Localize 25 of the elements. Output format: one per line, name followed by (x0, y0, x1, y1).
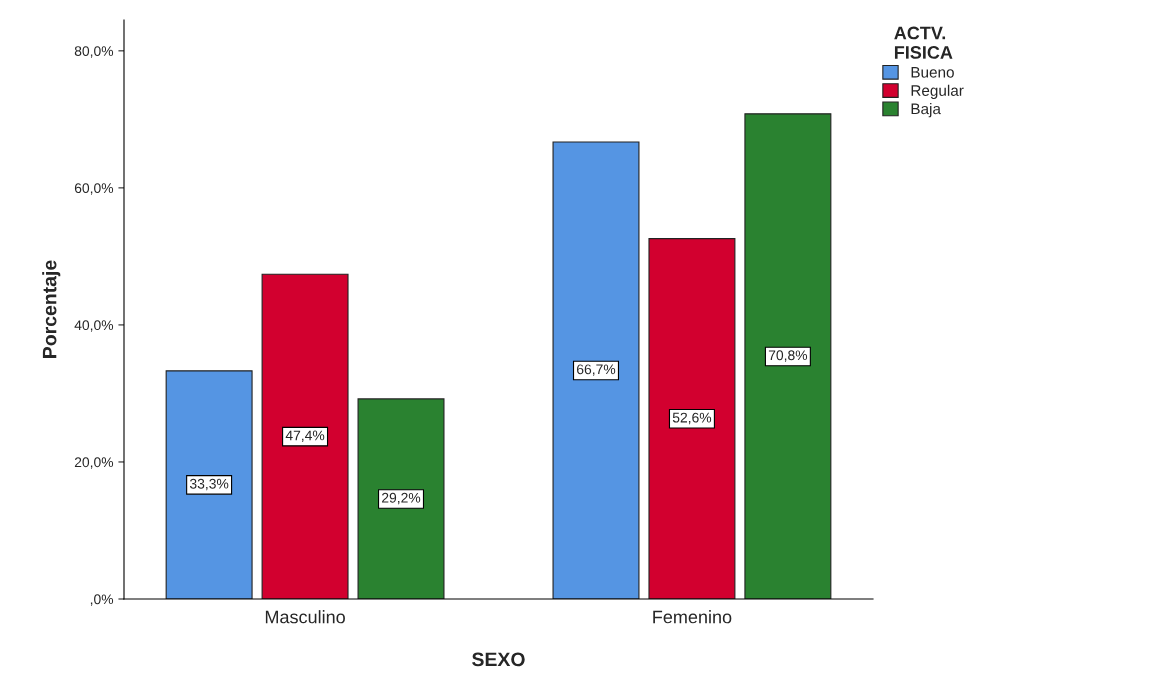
legend-label: Baja (911, 103, 941, 118)
y-tick-label: 80,0% (74, 46, 114, 58)
legend-label: Regular (911, 84, 964, 99)
data-label: 52,6% (672, 412, 712, 425)
bar (165, 370, 253, 599)
bar (261, 273, 349, 599)
x-tick-label: Masculino (265, 610, 345, 624)
data-label: 29,2% (382, 492, 421, 505)
bar (552, 141, 640, 599)
x-tick-label: Femenino (653, 610, 732, 624)
y-tick-label: 60,0% (74, 183, 114, 195)
bar (744, 113, 832, 599)
y-tick-label: 40,0% (74, 320, 114, 332)
data-label: 47,4% (285, 430, 325, 442)
y-tick-label: 20,0% (74, 457, 114, 469)
bar (357, 398, 445, 599)
x-axis-title: SEXO (472, 652, 525, 667)
y-tick-label: ,0% (90, 594, 114, 606)
y-axis-title: Porcentaje (42, 260, 61, 358)
data-label: 33,3% (189, 478, 229, 491)
bar (648, 238, 736, 599)
legend-title: ACTV. FISICA (894, 26, 953, 59)
data-label: 66,7% (577, 364, 616, 376)
legend-label: Bueno (911, 67, 954, 78)
data-label: 70,8% (768, 350, 808, 362)
